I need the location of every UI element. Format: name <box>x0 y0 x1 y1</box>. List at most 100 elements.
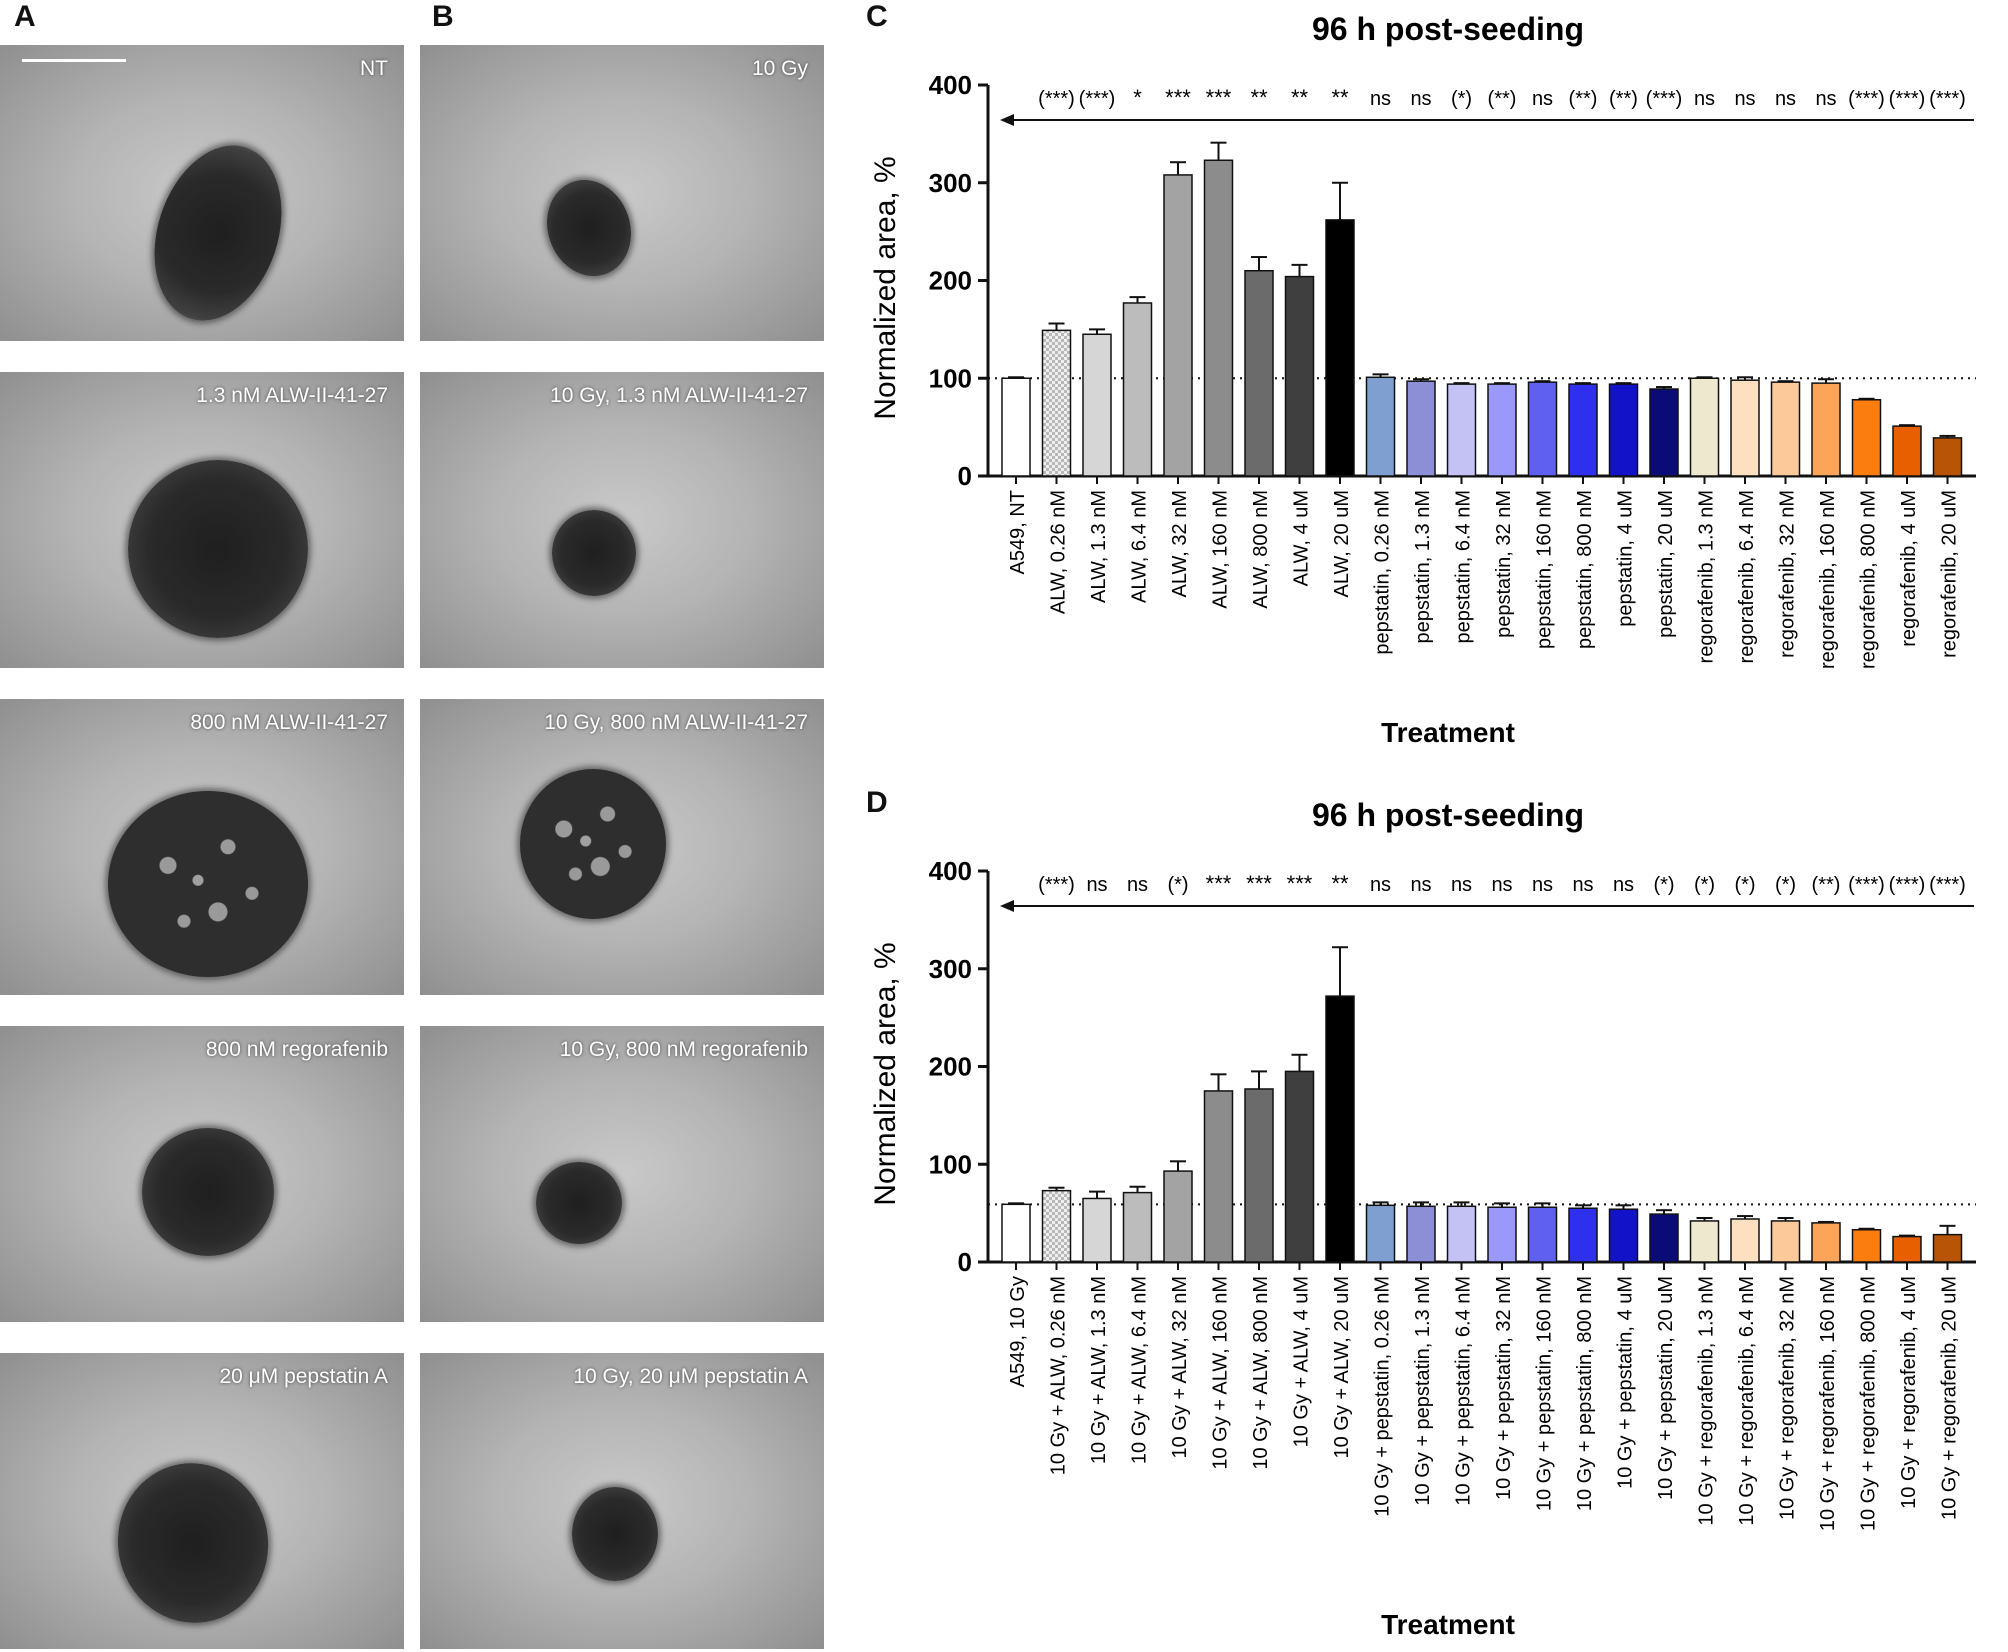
bar <box>1851 399 1882 477</box>
spheroid <box>142 1128 274 1256</box>
bar <box>1487 1206 1517 1263</box>
significance-label: (**) <box>1812 874 1841 896</box>
bar <box>1001 377 1031 477</box>
significance-label: (***) <box>1079 88 1116 110</box>
bar <box>1203 1090 1234 1263</box>
bar <box>1041 1189 1072 1263</box>
x-tick-label: pepstatin, 6.4 nM <box>1453 490 1475 643</box>
bar <box>1892 1235 1922 1263</box>
bar <box>1487 383 1517 477</box>
bar <box>1932 437 1963 477</box>
chart-c: 96 h post-seeding Normalized area, % Tre… <box>869 11 1976 748</box>
significance-label: (*) <box>1694 874 1715 896</box>
significance-label: (***) <box>1848 874 1885 896</box>
significance-label: (***) <box>1929 88 1966 110</box>
scale-bar <box>22 59 126 62</box>
significance-label: ns <box>1694 88 1715 110</box>
x-tick-label: 10 Gy + pepstatin, 6.4 nM <box>1453 1276 1475 1506</box>
y-tick-label: 300 <box>929 954 972 984</box>
spheroid <box>108 791 308 977</box>
micrograph-b4: 10 Gy, 800 nM regorafenib <box>420 1026 824 1322</box>
x-tick-label: 10 Gy + pepstatin, 4 uM <box>1615 1276 1637 1489</box>
bar <box>1122 302 1153 477</box>
significance-label: (**) <box>1569 88 1598 110</box>
significance-label: ** <box>1331 85 1349 110</box>
significance-label: ** <box>1331 871 1349 896</box>
bar <box>1649 388 1679 477</box>
micrograph-label: 10 Gy, 800 nM ALW-II-41-27 <box>544 711 808 734</box>
arrow-head <box>1000 114 1014 126</box>
significance-label: ns <box>1775 88 1796 110</box>
micrograph-label: 1.3 nM ALW-II-41-27 <box>196 384 388 407</box>
significance-label: ns <box>1086 874 1107 896</box>
significance-label: (***) <box>1646 88 1683 110</box>
chart-d-ylabel: Normalized area, % <box>869 942 902 1205</box>
x-tick-label: 10 Gy + pepstatin, 32 nM <box>1493 1276 1515 1500</box>
x-tick-label: ALW, 6.4 nM <box>1129 490 1151 603</box>
panel-letter-b: B <box>432 0 454 33</box>
significance-label: ** <box>1250 85 1268 110</box>
x-tick-label: regorafenib, 32 nM <box>1777 490 1799 658</box>
panel-letter-c: C <box>866 0 888 33</box>
micrograph-a3: 800 nM ALW-II-41-27 <box>0 699 404 995</box>
x-tick-label: pepstatin, 160 nM <box>1534 490 1556 649</box>
x-tick-label: 10 Gy + ALW, 32 nM <box>1169 1276 1191 1459</box>
x-tick-label: pepstatin, 4 uM <box>1615 490 1637 627</box>
spheroid <box>133 128 303 338</box>
x-tick-label: regorafenib, 160 nM <box>1817 490 1839 669</box>
significance-label: ns <box>1451 874 1472 896</box>
micrograph-label: 10 Gy <box>751 57 808 80</box>
x-tick-label: 10 Gy + ALW, 20 uM <box>1331 1276 1353 1459</box>
y-tick-label: 200 <box>929 1052 972 1082</box>
y-tick-label: 400 <box>929 856 972 886</box>
y-tick-label: 200 <box>929 266 972 296</box>
x-tick-label: pepstatin, 20 uM <box>1655 490 1677 638</box>
chart-d: 96 h post-seeding Normalized area, % Tre… <box>869 797 1976 1640</box>
bar <box>1527 381 1558 477</box>
x-tick-label: pepstatin, 1.3 nM <box>1412 490 1434 643</box>
x-tick-label: pepstatin, 32 nM <box>1493 490 1515 638</box>
bar <box>1730 1218 1760 1263</box>
spheroid <box>128 460 308 638</box>
x-tick-label: 10 Gy + regorafenib, 4 uM <box>1898 1276 1920 1509</box>
bar <box>1730 379 1760 477</box>
y-tick-label: 400 <box>929 70 972 100</box>
panel-letter-a: A <box>14 0 36 33</box>
bar <box>1041 329 1072 477</box>
spheroid <box>552 510 636 596</box>
y-tick-label: 100 <box>929 363 972 393</box>
micrograph-label: 800 nM regorafenib <box>205 1038 388 1061</box>
chart-c-title: 96 h post-seeding <box>1312 11 1584 47</box>
x-tick-label: pepstatin, 0.26 nM <box>1372 490 1394 655</box>
bar <box>1446 1205 1477 1263</box>
micrograph-b5: 10 Gy, 20 μM pepstatin A <box>420 1353 824 1649</box>
x-tick-label: 10 Gy + pepstatin, 0.26 nM <box>1372 1276 1394 1517</box>
significance-label: *** <box>1206 85 1232 110</box>
significance-label: (*) <box>1451 88 1472 110</box>
chart-c-ylabel: Normalized area, % <box>869 156 902 419</box>
x-tick-label: 10 Gy + regorafenib, 20 uM <box>1939 1276 1961 1520</box>
bar <box>1082 1197 1112 1263</box>
significance-label: ns <box>1532 874 1553 896</box>
x-tick-label: A549, NT <box>1007 490 1029 574</box>
significance-label: *** <box>1206 871 1232 896</box>
bar <box>1568 383 1598 477</box>
x-tick-label: 10 Gy + regorafenib, 1.3 nM <box>1696 1276 1718 1526</box>
x-tick-label: ALW, 800 nM <box>1250 490 1272 609</box>
significance-label: ns <box>1734 88 1755 110</box>
x-tick-label: ALW, 1.3 nM <box>1088 490 1110 603</box>
bar <box>1608 383 1639 477</box>
significance-label: (**) <box>1609 88 1638 110</box>
significance-label: ns <box>1572 874 1593 896</box>
x-tick-label: 10 Gy + ALW, 4 uM <box>1291 1276 1313 1447</box>
x-tick-label: 10 Gy + pepstatin, 800 nM <box>1574 1276 1596 1511</box>
x-tick-label: regorafenib, 6.4 nM <box>1736 490 1758 663</box>
bar <box>1689 377 1720 477</box>
significance-label: ns <box>1815 88 1836 110</box>
bar <box>1325 219 1355 477</box>
micrograph-a5: 20 μM pepstatin A <box>0 1353 404 1649</box>
bar <box>1527 1206 1558 1263</box>
x-tick-label: regorafenib, 1.3 nM <box>1696 490 1718 663</box>
bar <box>1446 383 1477 477</box>
significance-label: (***) <box>1889 874 1926 896</box>
